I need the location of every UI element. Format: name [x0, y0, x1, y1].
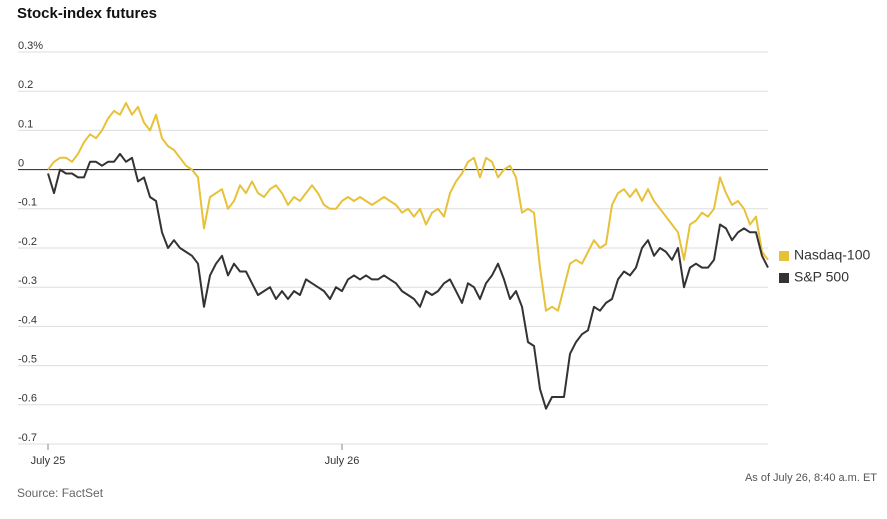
series-line: [47, 102, 769, 312]
legend-label: Nasdaq-100: [794, 247, 870, 263]
y-tick-label: -0.7: [18, 432, 37, 444]
legend-swatch: [779, 251, 789, 261]
legend-label: S&P 500: [794, 269, 849, 285]
y-tick-label: -0.1: [18, 197, 37, 209]
legend-swatch: [779, 273, 789, 283]
y-tick-label: 0.3%: [18, 40, 43, 52]
note: As of July 26, 8:40 a.m. ET: [745, 472, 877, 484]
y-tick-label: -0.3: [18, 275, 37, 287]
x-tick-label: July 25: [31, 455, 66, 467]
y-tick-label: -0.5: [18, 354, 37, 366]
y-tick-label: 0: [18, 158, 24, 170]
y-tick-label: 0.2: [18, 79, 33, 91]
y-tick-label: -0.6: [18, 393, 37, 405]
y-tick-label: -0.2: [18, 236, 37, 248]
y-tick-label: -0.4: [18, 314, 37, 326]
series-line: [47, 152, 769, 410]
y-tick-label: 0.1: [18, 118, 33, 130]
source: Source: FactSet: [17, 486, 104, 500]
x-tick-label: July 26: [325, 455, 360, 467]
chart-title: Stock-index futures: [17, 5, 157, 22]
